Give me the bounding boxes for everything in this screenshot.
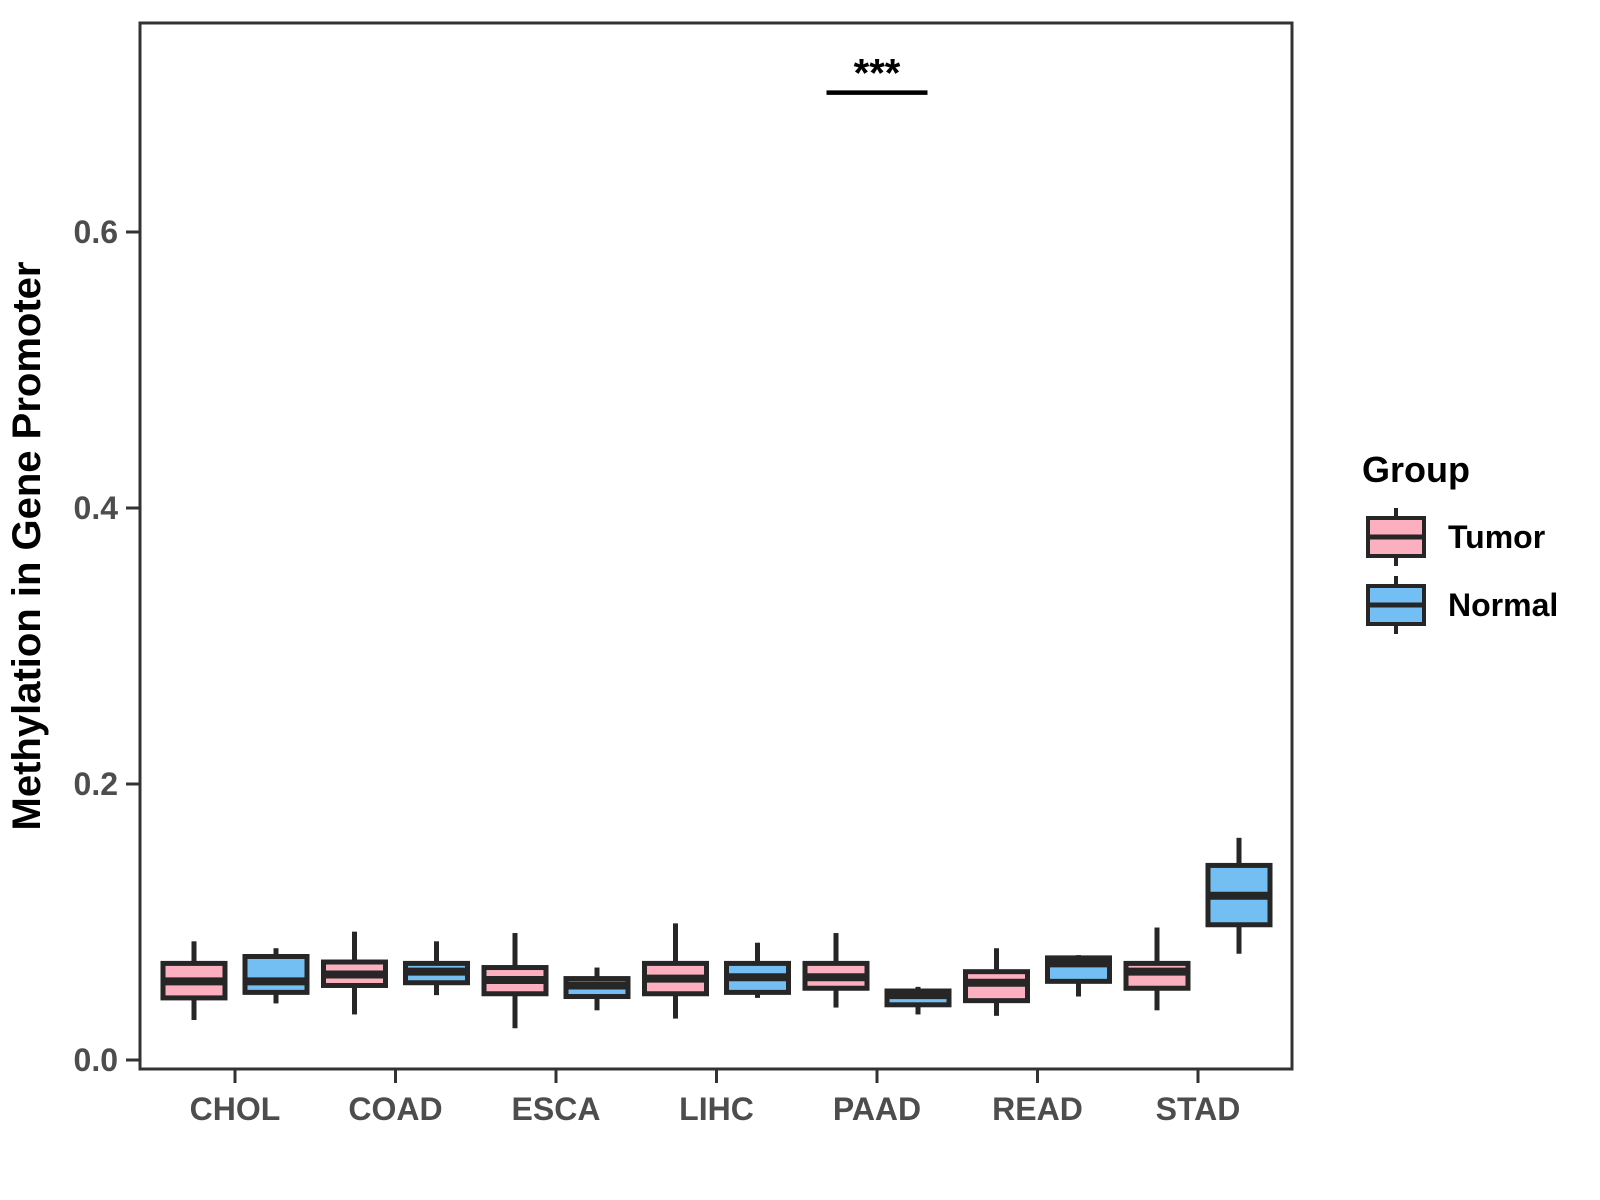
box-normal-lihc bbox=[724, 942, 791, 998]
box-normal-chol bbox=[242, 948, 310, 1004]
box-tumor-chol bbox=[160, 941, 228, 1020]
y-axis-title: Methylation in Gene Promoter bbox=[5, 262, 49, 831]
box-tumor-read bbox=[963, 948, 1030, 1016]
boxplot-series bbox=[160, 837, 1273, 1029]
y-tick-label: 0.0 bbox=[74, 1042, 118, 1078]
significance-stars: *** bbox=[854, 52, 901, 96]
x-tick-label-paad: PAAD bbox=[833, 1091, 921, 1127]
box-normal-read bbox=[1045, 955, 1112, 997]
x-tick-label-lihc: LIHC bbox=[679, 1091, 754, 1127]
legend-label-tumor: Tumor bbox=[1448, 519, 1545, 555]
y-axis: 0.0 0.2 0.4 0.6 bbox=[74, 214, 140, 1078]
y-tick-label: 0.4 bbox=[74, 490, 119, 526]
x-tick-label-chol: CHOL bbox=[190, 1091, 281, 1127]
box-tumor-coad bbox=[321, 931, 388, 1015]
box-body bbox=[1123, 960, 1191, 991]
legend-key-normal bbox=[1366, 576, 1426, 634]
legend: Group Tumor Normal bbox=[1362, 449, 1558, 634]
box-normal-paad bbox=[884, 986, 952, 1015]
plot-panel bbox=[138, 21, 1294, 1071]
box-normal-esca bbox=[563, 967, 631, 1011]
x-tick-label-coad: COAD bbox=[348, 1091, 442, 1127]
box-tumor-stad bbox=[1123, 927, 1191, 1011]
box-normal-coad bbox=[403, 941, 470, 996]
x-tick-label-stad: STAD bbox=[1156, 1091, 1241, 1127]
box-tumor-lihc bbox=[642, 923, 709, 1019]
x-tick-label-read: READ bbox=[992, 1091, 1083, 1127]
x-axis: CHOL COAD ESCA LIHC PAAD READ STAD bbox=[190, 1069, 1241, 1127]
legend-title: Group bbox=[1362, 449, 1470, 490]
box-normal-stad bbox=[1205, 837, 1273, 954]
significance-annotation: *** bbox=[826, 52, 928, 96]
y-tick-label: 0.2 bbox=[74, 766, 118, 802]
legend-key-tumor bbox=[1366, 508, 1426, 566]
box-tumor-esca bbox=[481, 933, 549, 1029]
legend-label-normal: Normal bbox=[1448, 587, 1558, 623]
box-tumor-paad bbox=[802, 933, 870, 1008]
box-body bbox=[242, 954, 310, 995]
y-tick-label: 0.6 bbox=[74, 214, 118, 250]
x-tick-label-esca: ESCA bbox=[512, 1091, 601, 1127]
